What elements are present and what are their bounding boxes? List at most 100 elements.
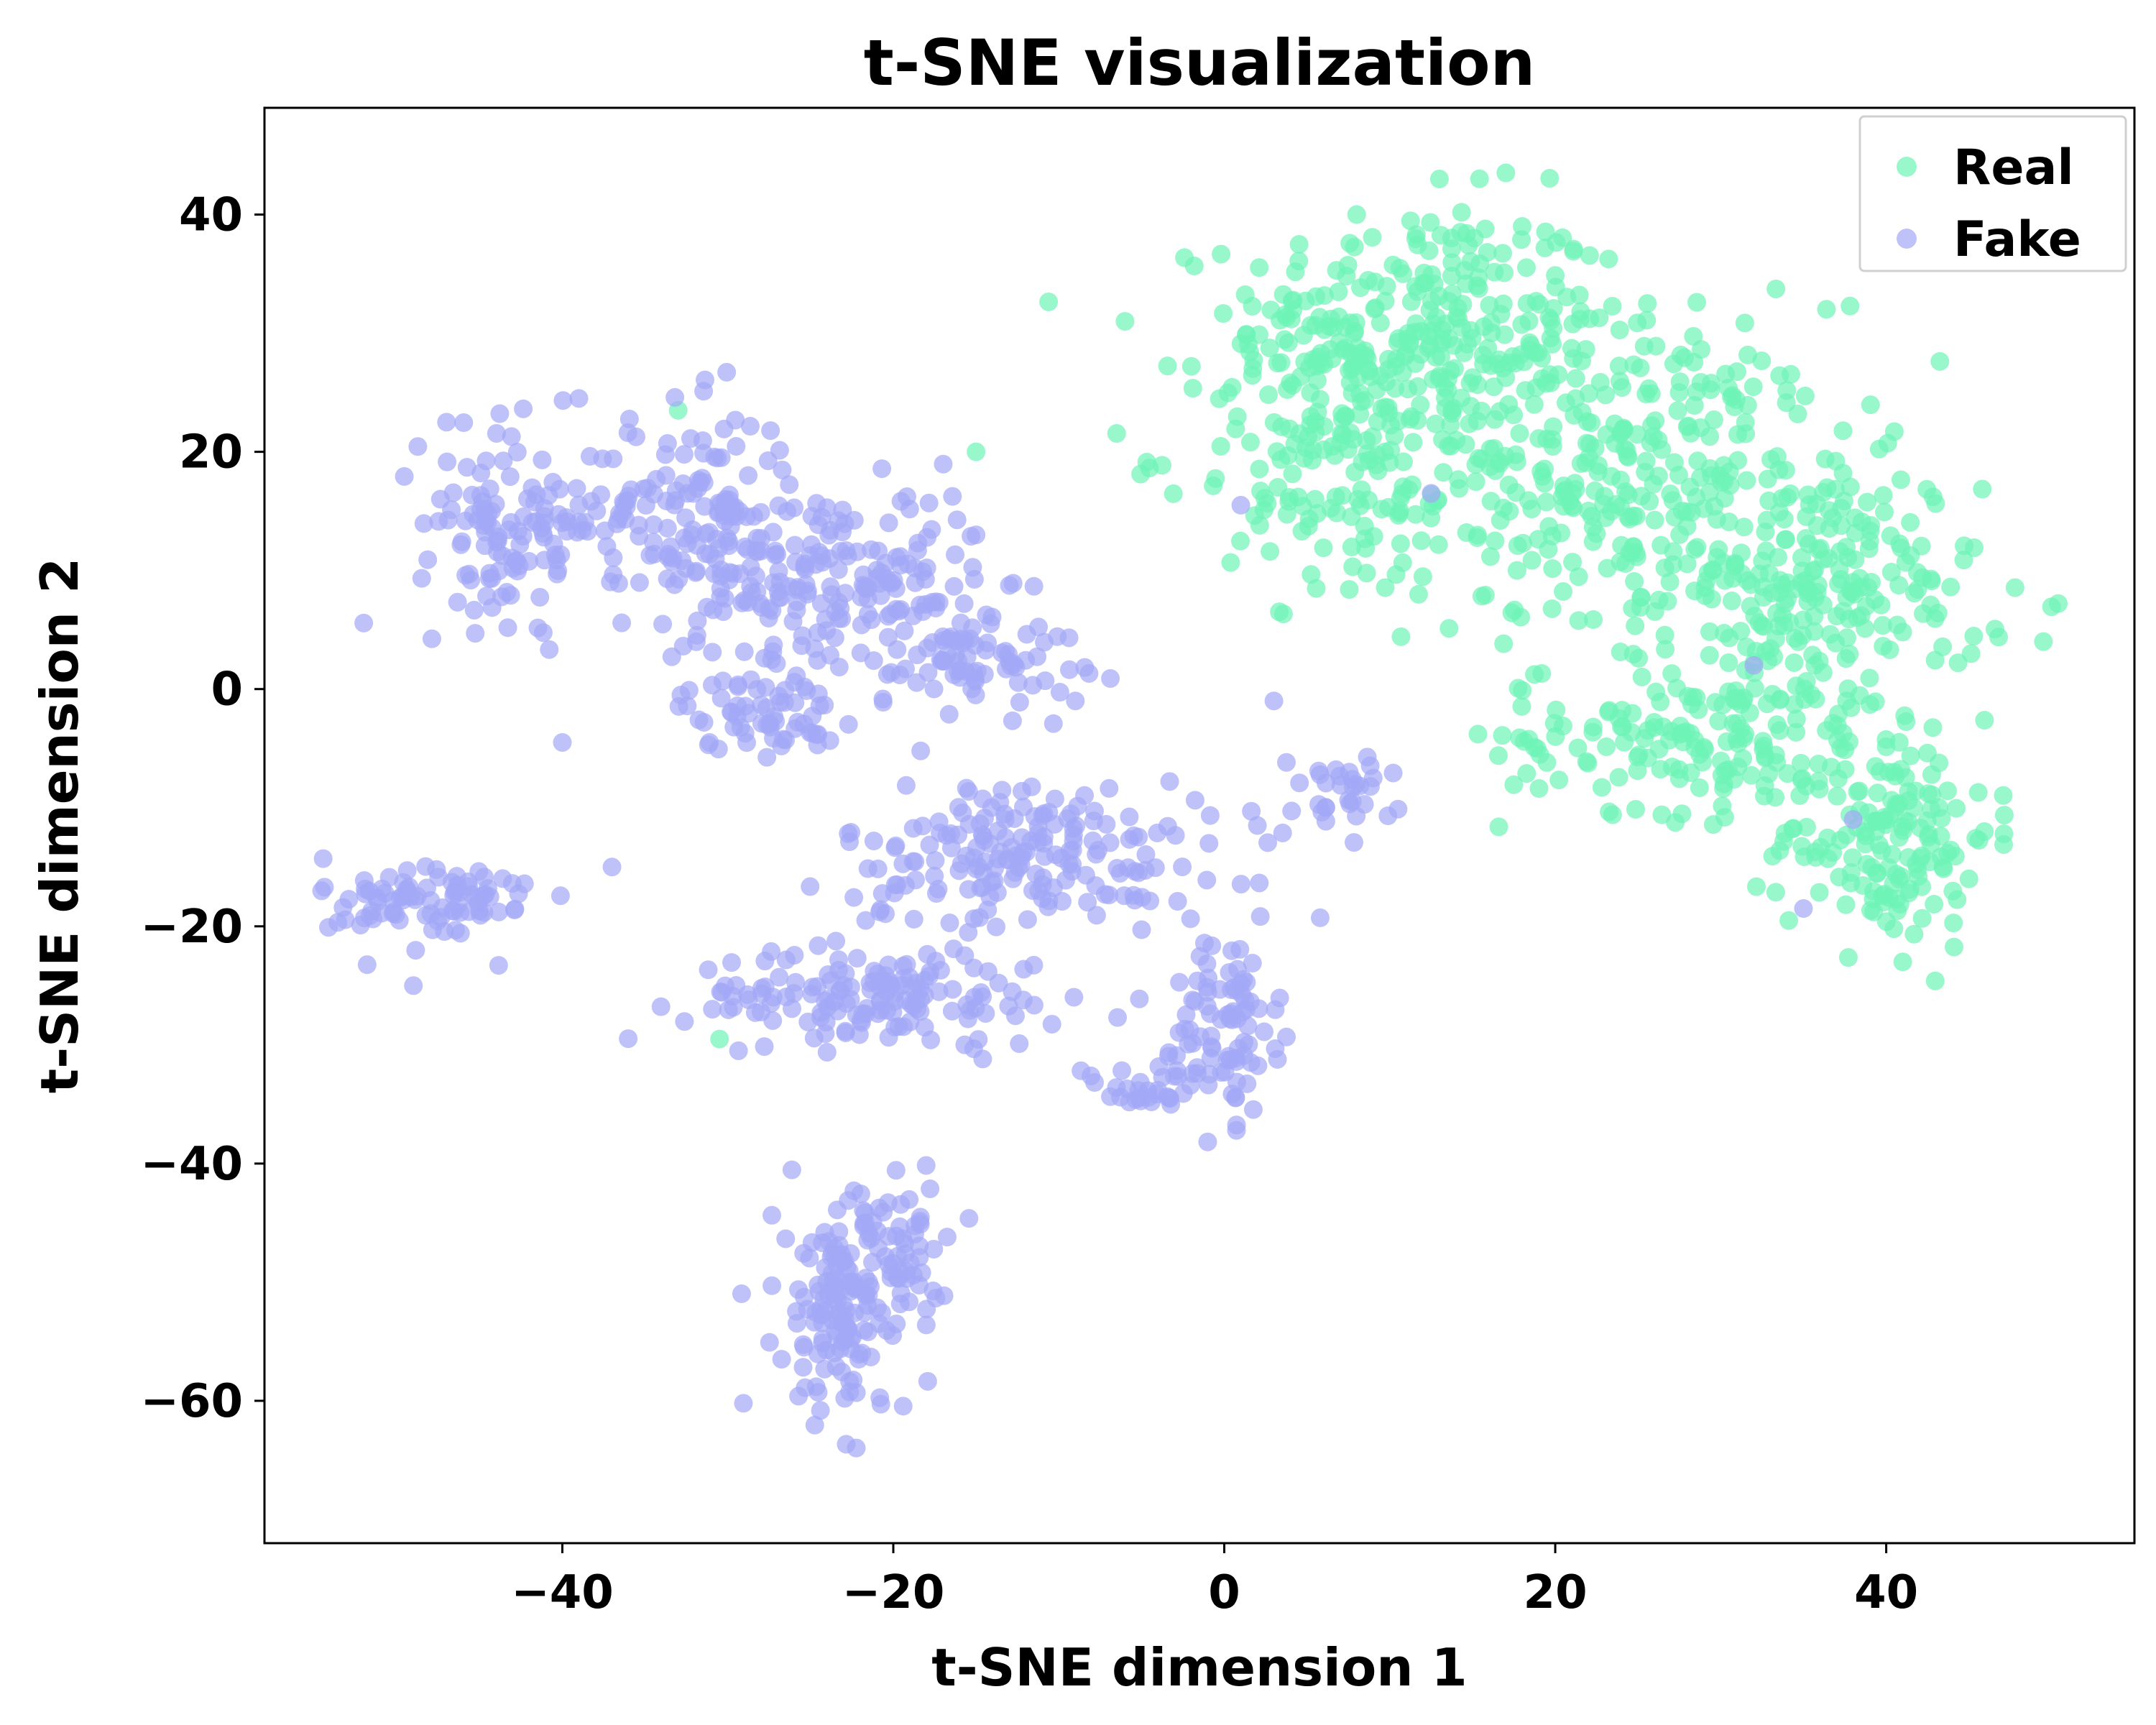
scatter-point-fake [438, 510, 458, 530]
scatter-point-real [1571, 454, 1590, 473]
scatter-point-real [1590, 308, 1609, 328]
scatter-point-real [1618, 485, 1638, 505]
scatter-point-fake [454, 413, 474, 433]
scatter-point-fake [924, 679, 944, 699]
scatter-point-real [1994, 786, 2013, 805]
scatter-point-fake [689, 710, 709, 730]
scatter-point-fake [1003, 982, 1022, 1001]
scatter-point-real [1261, 300, 1281, 320]
scatter-point-fake [673, 551, 692, 571]
scatter-point-real [1039, 292, 1059, 311]
scatter-point-real [1700, 622, 1719, 641]
scatter-point-fake [412, 569, 431, 588]
scatter-point-real [1690, 778, 1709, 797]
scatter-point-real [1466, 455, 1485, 474]
scatter-point-fake [920, 835, 939, 855]
scatter-point-real [1493, 244, 1513, 263]
scatter-point-fake [503, 558, 522, 578]
scatter-point-fake [847, 542, 867, 561]
scatter-point-real [1639, 379, 1659, 398]
scatter-point-fake [1052, 891, 1072, 911]
scatter-point-real [1703, 815, 1723, 834]
scatter-point-fake [713, 671, 732, 691]
scatter-point-real [1335, 318, 1355, 337]
scatter-point-real [1645, 510, 1664, 530]
scatter-point-fake [1133, 888, 1152, 907]
scatter-point-real [1468, 525, 1488, 545]
scatter-point-fake [940, 914, 959, 933]
scatter-point-real [1345, 237, 1364, 257]
scatter-point-fake [1101, 668, 1120, 688]
scatter-point-fake [1242, 801, 1261, 821]
scatter-point-real [1836, 649, 1856, 668]
scatter-point-fake [967, 661, 987, 681]
scatter-point-real [1628, 761, 1647, 781]
scatter-point-real [1669, 383, 1689, 402]
scatter-point-fake [1000, 576, 1019, 595]
scatter-point-fake [1088, 840, 1107, 860]
scatter-point-real [1708, 548, 1727, 567]
scatter-point-real [1873, 616, 1892, 635]
scatter-point-real [1522, 551, 1542, 570]
scatter-point-fake [1183, 1034, 1202, 1053]
scatter-point-fake [964, 958, 984, 978]
scatter-point-fake [717, 362, 737, 382]
scatter-point-real [1906, 781, 1925, 801]
scatter-point-real [1884, 874, 1903, 893]
scatter-point-fake [978, 962, 998, 981]
scatter-point-real [1874, 637, 1893, 656]
scatter-point-real [1452, 203, 1471, 222]
scatter-point-real [1645, 602, 1664, 621]
scatter-point-fake [1132, 920, 1151, 939]
scatter-point-real [1504, 405, 1524, 425]
scatter-point-real [1611, 470, 1630, 489]
scatter-point-fake [1347, 806, 1366, 826]
x-tick-label: 20 [1524, 1566, 1588, 1619]
scatter-point-fake [959, 814, 979, 834]
scatter-point-real [1807, 582, 1827, 602]
scatter-point-real [1485, 531, 1505, 551]
scatter-point-fake [950, 630, 969, 649]
scatter-point-real [1540, 169, 1560, 188]
scatter-point-real [1941, 577, 1961, 597]
scatter-point-fake [1005, 655, 1024, 674]
scatter-point-fake [414, 514, 433, 533]
scatter-point-real [1603, 805, 1622, 824]
scatter-point-fake [498, 618, 517, 638]
scatter-point-fake [872, 459, 892, 479]
scatter-point-fake [776, 1229, 796, 1248]
scatter-point-fake [785, 673, 804, 692]
scatter-point-fake [1044, 714, 1063, 733]
scatter-point-real [1271, 353, 1291, 372]
scatter-point-real [1615, 732, 1634, 752]
scatter-point-fake [837, 1435, 856, 1454]
scatter-point-real [1749, 613, 1769, 632]
scatter-point-real [1691, 418, 1710, 437]
scatter-point-real [1439, 619, 1459, 638]
scatter-point-fake [939, 704, 959, 724]
scatter-point-fake [895, 621, 914, 640]
scatter-point-real [1243, 359, 1263, 378]
scatter-point-fake [312, 881, 331, 901]
scatter-point-fake [831, 599, 850, 618]
scatter-point-real [1655, 625, 1674, 645]
scatter-point-fake [1003, 711, 1022, 730]
scatter-point-fake [1021, 831, 1041, 850]
scatter-point-fake [826, 932, 846, 951]
scatter-point-fake [793, 626, 812, 645]
scatter-point-fake [906, 870, 925, 890]
scatter-point-fake [500, 467, 520, 487]
scatter-point-fake [1024, 576, 1044, 596]
scatter-point-real [1411, 531, 1431, 551]
scatter-point-real [1646, 336, 1666, 356]
scatter-point-real [1738, 345, 1758, 364]
scatter-point-fake [926, 851, 945, 870]
scatter-point-fake [525, 492, 545, 512]
scatter-point-fake [770, 441, 789, 460]
scatter-point-real [1790, 786, 1810, 805]
plot-area-frame [263, 106, 2136, 1545]
scatter-point-fake [919, 493, 939, 512]
scatter-point-real [1210, 389, 1229, 408]
scatter-point-real [1788, 404, 1807, 423]
scatter-point-fake [782, 999, 801, 1018]
